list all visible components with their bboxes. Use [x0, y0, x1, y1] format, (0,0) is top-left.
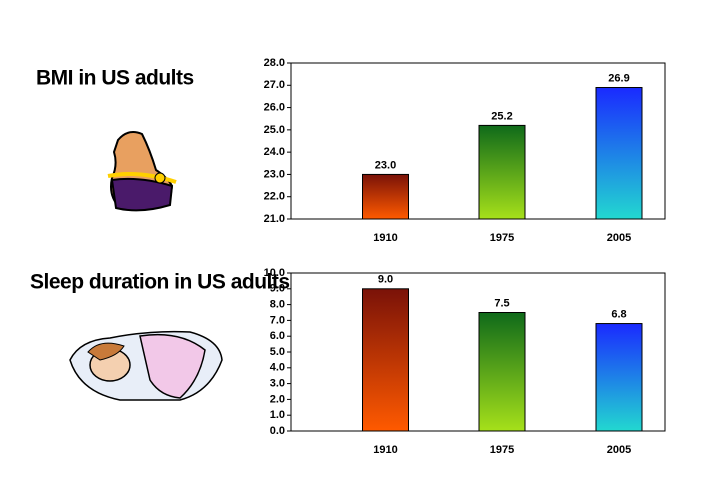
y-tick-label: 26.0: [264, 101, 285, 113]
value-label: 7.5: [494, 297, 509, 309]
bar: [595, 87, 643, 220]
y-tick-label: 10.0: [264, 267, 285, 279]
y-tick-label: 8.0: [270, 299, 285, 311]
x-tick-label: 1975: [490, 444, 514, 456]
y-tick-label: 3.0: [270, 378, 285, 390]
value-label: 25.2: [491, 110, 512, 122]
bar: [362, 173, 409, 220]
bar: [595, 323, 643, 432]
value-label: 26.9: [608, 72, 629, 84]
y-tick-label: 22.0: [264, 191, 285, 203]
chart-title: BMI in US adults: [36, 67, 194, 90]
x-tick-label: 1910: [373, 232, 397, 244]
bar: [478, 312, 526, 432]
x-tick-label: 1975: [490, 232, 514, 244]
weight-icon: [107, 131, 177, 212]
x-tick-label: 1910: [373, 444, 397, 456]
y-tick-label: 25.0: [264, 124, 285, 136]
y-tick-label: 28.0: [264, 57, 285, 69]
value-label: 9.0: [378, 274, 393, 286]
y-tick-label: 1.0: [270, 409, 285, 421]
y-tick-label: 9.0: [270, 283, 285, 295]
y-tick-label: 0.0: [270, 425, 285, 437]
y-tick-label: 5.0: [270, 346, 285, 358]
y-tick-label: 6.0: [270, 330, 285, 342]
x-tick-label: 2005: [607, 232, 631, 244]
y-tick-label: 21.0: [264, 213, 285, 225]
y-tick-label: 23.0: [264, 168, 285, 180]
value-label: 6.8: [611, 308, 626, 320]
x-tick-label: 2005: [607, 444, 631, 456]
y-tick-label: 24.0: [264, 146, 285, 158]
value-label: 23.0: [375, 159, 396, 171]
y-tick-label: 2.0: [270, 393, 285, 405]
sleeper-icon: [69, 330, 223, 401]
chart-title: Sleep duration in US adults: [30, 271, 290, 294]
y-tick-label: 7.0: [270, 314, 285, 326]
bar: [478, 124, 526, 220]
y-tick-label: 4.0: [270, 362, 285, 374]
plot-frame: [290, 62, 666, 220]
bar: [362, 288, 409, 432]
y-tick-label: 27.0: [264, 79, 285, 91]
